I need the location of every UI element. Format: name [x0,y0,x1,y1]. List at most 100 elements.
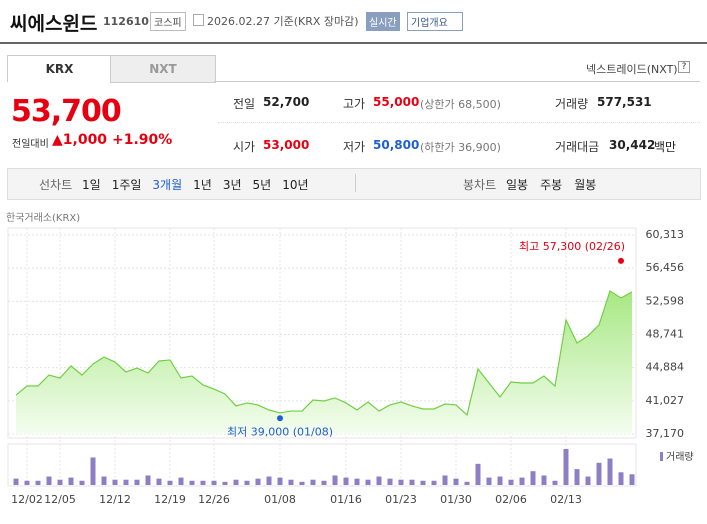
period-button[interactable]: 3개월 [152,178,183,192]
x-tick-label: 12/02 [11,493,43,506]
volume-bar [607,458,613,485]
volume-bar [46,476,52,485]
calendar-icon [193,14,204,26]
period-button[interactable]: 1년 [193,178,212,192]
overview-dropdown[interactable]: 기업개요 [407,12,463,31]
volume-bar [79,480,85,485]
volume-bar [431,480,437,485]
volume-bar [90,457,96,485]
tab-rule [214,81,700,82]
current-price: 53,700 [11,94,122,129]
volume-bar [35,480,41,485]
period-button[interactable]: 10년 [282,178,309,192]
low-label: 저가 [343,140,366,154]
x-tick-label: 12/19 [154,493,186,506]
volume-bar [552,480,558,485]
volume-bar [24,480,30,485]
prev-label: 전일 [233,97,256,111]
volume-legend-swatch [660,452,663,461]
volume-bar [530,471,536,485]
change-label: 전일대비 [12,139,49,150]
x-tick-label: 01/08 [264,493,296,506]
candle-button[interactable]: 일봉 [506,178,529,192]
base-date: 2026.02.27 기준(KRX 장마감) [207,15,359,28]
help-icon[interactable]: ? [678,61,690,73]
volume-bar [200,480,206,485]
y-tick-label: 56,456 [646,261,685,274]
y-tick-label: 48,741 [646,328,685,341]
upper-limit: (상한가 68,500) [420,98,501,111]
candle-list: 일봉 주봉 월봉 [506,176,608,193]
volume-bar [57,479,63,485]
volume-bar [211,480,217,485]
volume-bar [101,476,107,485]
header-rule [0,42,707,44]
volume-bar [574,469,580,485]
period-button[interactable]: 1주일 [111,178,142,192]
volume-bar [156,478,162,485]
stock-code: 112610 [103,15,149,28]
y-tick-label: 44,884 [646,361,685,374]
volume-bar [134,479,140,485]
volume-bar [266,476,272,485]
volume-bar [222,481,228,485]
volume-bar [420,480,426,485]
volume-bar [321,480,327,485]
open-label: 시가 [233,140,256,154]
volume-bar [233,479,239,485]
realtime-button[interactable]: 실시간 [366,12,400,31]
volume-bar [332,475,338,485]
amount-unit: 백만 [654,140,677,154]
volume-bar [464,481,470,485]
stock-name: 씨에스윈드 [10,13,98,35]
volume-bar [310,479,316,485]
x-tick-label: 12/05 [44,493,76,506]
x-tick-label: 01/16 [330,493,362,506]
lower-limit: (하한가 36,900) [420,141,501,154]
volume-bar [343,477,349,485]
change-amount: ▲1,000 [52,132,108,148]
period-button[interactable]: 1일 [82,178,101,192]
candle-button[interactable]: 월봉 [574,178,597,192]
volume-legend: 거래량 [666,451,694,463]
volume-bar [145,475,151,485]
amount-label: 거래대금 [555,140,600,154]
volume-bar [178,477,184,485]
tab-nxt[interactable]: NXT [110,55,216,83]
candle-chart-label: 봉차트 [463,178,497,192]
volume-frame [7,443,637,487]
volume-bar [387,478,393,485]
tab-krx[interactable]: KRX [7,55,112,82]
y-tick-label: 41,027 [646,394,685,407]
volume-bar [13,478,19,485]
volume-bar [288,479,294,485]
period-button[interactable]: 5년 [252,178,272,192]
x-tick-label: 01/23 [385,493,417,506]
volume-bar [508,479,514,485]
volume-bar [365,479,371,485]
amount-value: 30,442 [609,138,656,152]
candle-button[interactable]: 주봉 [540,178,563,192]
volume-bar [167,480,173,485]
volume-label: 거래량 [555,97,589,111]
nxt-link[interactable]: 넥스트레이드(NXT) [586,63,678,76]
note-dot [277,415,283,422]
volume-bar [618,472,624,485]
volume-bar [299,481,305,485]
toolbar-divider [355,174,356,192]
y-tick-label: 60,313 [646,228,685,241]
volume-bar [629,474,635,485]
price-line [15,290,633,417]
volume-bar [277,477,283,485]
chart-toolbar [7,168,701,200]
volume-value: 577,531 [597,95,652,109]
period-list: 1일 1주일 3개월 1년 3년 5년 10년 [82,176,320,193]
period-button[interactable]: 3년 [222,178,242,192]
volume-bar [596,462,602,485]
volume-bar [541,475,547,485]
plot-frame [7,227,637,439]
volume-bar [497,476,503,485]
volume-bar [585,476,591,485]
note-label: 최고 57,300 (02/26) [519,240,625,253]
